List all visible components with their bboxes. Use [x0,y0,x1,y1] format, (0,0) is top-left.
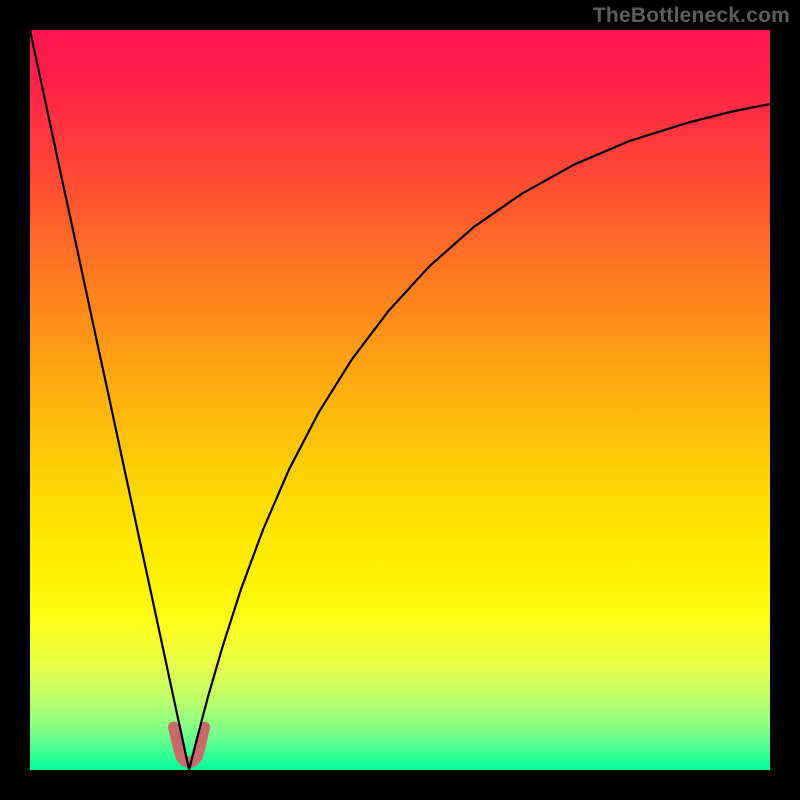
plot-area [30,30,770,770]
watermark-text: TheBottleneck.com [593,4,790,28]
chart-svg [30,30,770,770]
chart-frame: TheBottleneck.com [0,0,800,800]
chart-background [30,30,770,770]
